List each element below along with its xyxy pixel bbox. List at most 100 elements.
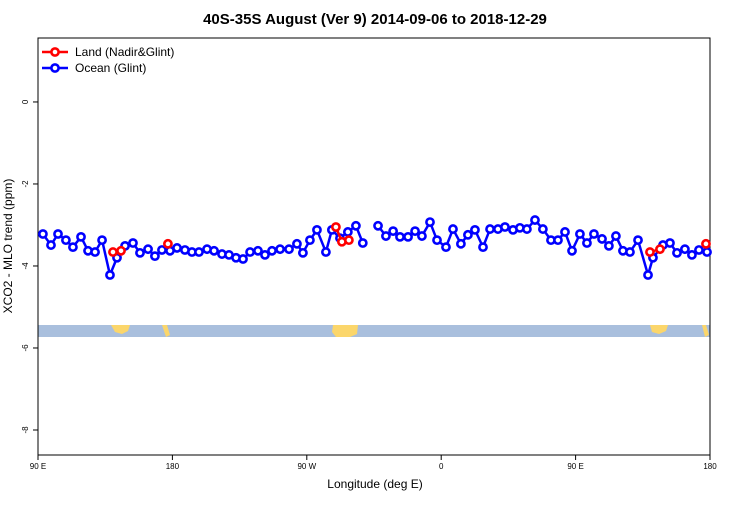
data-point (194, 247, 204, 257)
x-tick-label: 180 (703, 462, 717, 471)
data-point (633, 235, 643, 246)
y-axis-label: XCO2 - MLO trend (ppm) (1, 179, 15, 314)
data-point (238, 254, 248, 264)
data-point (530, 215, 540, 225)
data-point (357, 238, 368, 248)
x-tick-label: 90 W (297, 462, 316, 471)
data-point (267, 245, 277, 256)
data-point (321, 247, 331, 257)
map-strip (38, 325, 710, 337)
data-point (209, 245, 219, 256)
legend-marker (50, 47, 60, 57)
data-point (312, 224, 322, 235)
x-tick-label: 0 (439, 462, 444, 471)
data-point (53, 229, 63, 239)
data-point (417, 231, 427, 241)
legend-marker (50, 63, 60, 73)
data-point (38, 229, 48, 239)
data-point (245, 247, 255, 257)
y-tick-label: -8 (21, 426, 30, 434)
map-land (111, 325, 130, 334)
data-point (253, 245, 263, 256)
data-point (46, 240, 56, 250)
y-tick-label: -6 (21, 344, 30, 352)
map-ocean (38, 325, 710, 337)
data-point (645, 247, 655, 257)
data-point (478, 242, 488, 253)
data-point (373, 220, 383, 231)
data-point (441, 242, 451, 253)
data-point (331, 222, 341, 232)
data-point (687, 250, 697, 260)
data-point (410, 226, 420, 237)
data-point (97, 235, 107, 246)
data-point (150, 251, 160, 262)
data-point (702, 247, 712, 257)
data-point (157, 245, 167, 255)
data-point (105, 270, 115, 280)
data-point (589, 229, 599, 239)
data-point (500, 222, 510, 232)
map-land (162, 325, 170, 337)
data-point (143, 244, 153, 255)
data-point (425, 217, 435, 228)
map-land (332, 325, 358, 337)
data-point (694, 245, 704, 255)
data-point (163, 238, 173, 249)
data-point (553, 235, 563, 246)
data-point (655, 244, 665, 255)
data-point (625, 247, 635, 257)
data-point (284, 244, 294, 255)
data-point (665, 238, 675, 248)
data-point (260, 250, 270, 260)
data-point (61, 235, 71, 246)
data-point (172, 243, 182, 253)
data-point (298, 247, 308, 258)
x-tick-label: 180 (166, 462, 180, 471)
x-tick-label: 90 E (30, 462, 46, 471)
x-tick-label: 90 E (567, 462, 583, 471)
data-point (485, 224, 495, 234)
data-point (611, 231, 621, 241)
data-point (292, 238, 302, 249)
data-point (575, 229, 585, 239)
data-point (135, 247, 145, 258)
data-point (643, 270, 653, 280)
chart-title: 40S-35S August (Ver 9) 2014-09-06 to 201… (203, 11, 547, 28)
data-point (672, 247, 682, 258)
y-tick-label: -4 (21, 262, 30, 270)
data-point (381, 231, 391, 241)
y-tick-label: -2 (21, 180, 30, 188)
data-point (448, 224, 458, 234)
map-land (650, 325, 668, 334)
data-point (537, 224, 548, 234)
data-point (456, 238, 466, 249)
data-point (567, 245, 577, 256)
data-point (351, 220, 361, 231)
data-point (128, 238, 138, 248)
data-point (604, 240, 614, 251)
y-tick-label: 0 (21, 99, 30, 104)
data-point (582, 238, 592, 248)
data-point (305, 235, 315, 246)
data-point (388, 226, 399, 237)
legend-label: Ocean (Glint) (75, 61, 146, 75)
x-axis-label: Longitude (deg E) (327, 477, 422, 491)
data-point (90, 247, 100, 257)
data-point (470, 224, 480, 235)
data-point (597, 234, 607, 244)
data-point (432, 235, 442, 246)
data-point (701, 238, 711, 249)
data-point (275, 244, 285, 255)
data-point (342, 227, 353, 237)
data-point (108, 247, 118, 257)
data-point (403, 231, 413, 242)
data-point (68, 242, 78, 253)
data-point (680, 244, 690, 255)
data-point (560, 227, 570, 237)
data-point (395, 231, 405, 242)
map-land (702, 325, 709, 337)
data-point (76, 231, 86, 242)
data-point (344, 235, 354, 246)
